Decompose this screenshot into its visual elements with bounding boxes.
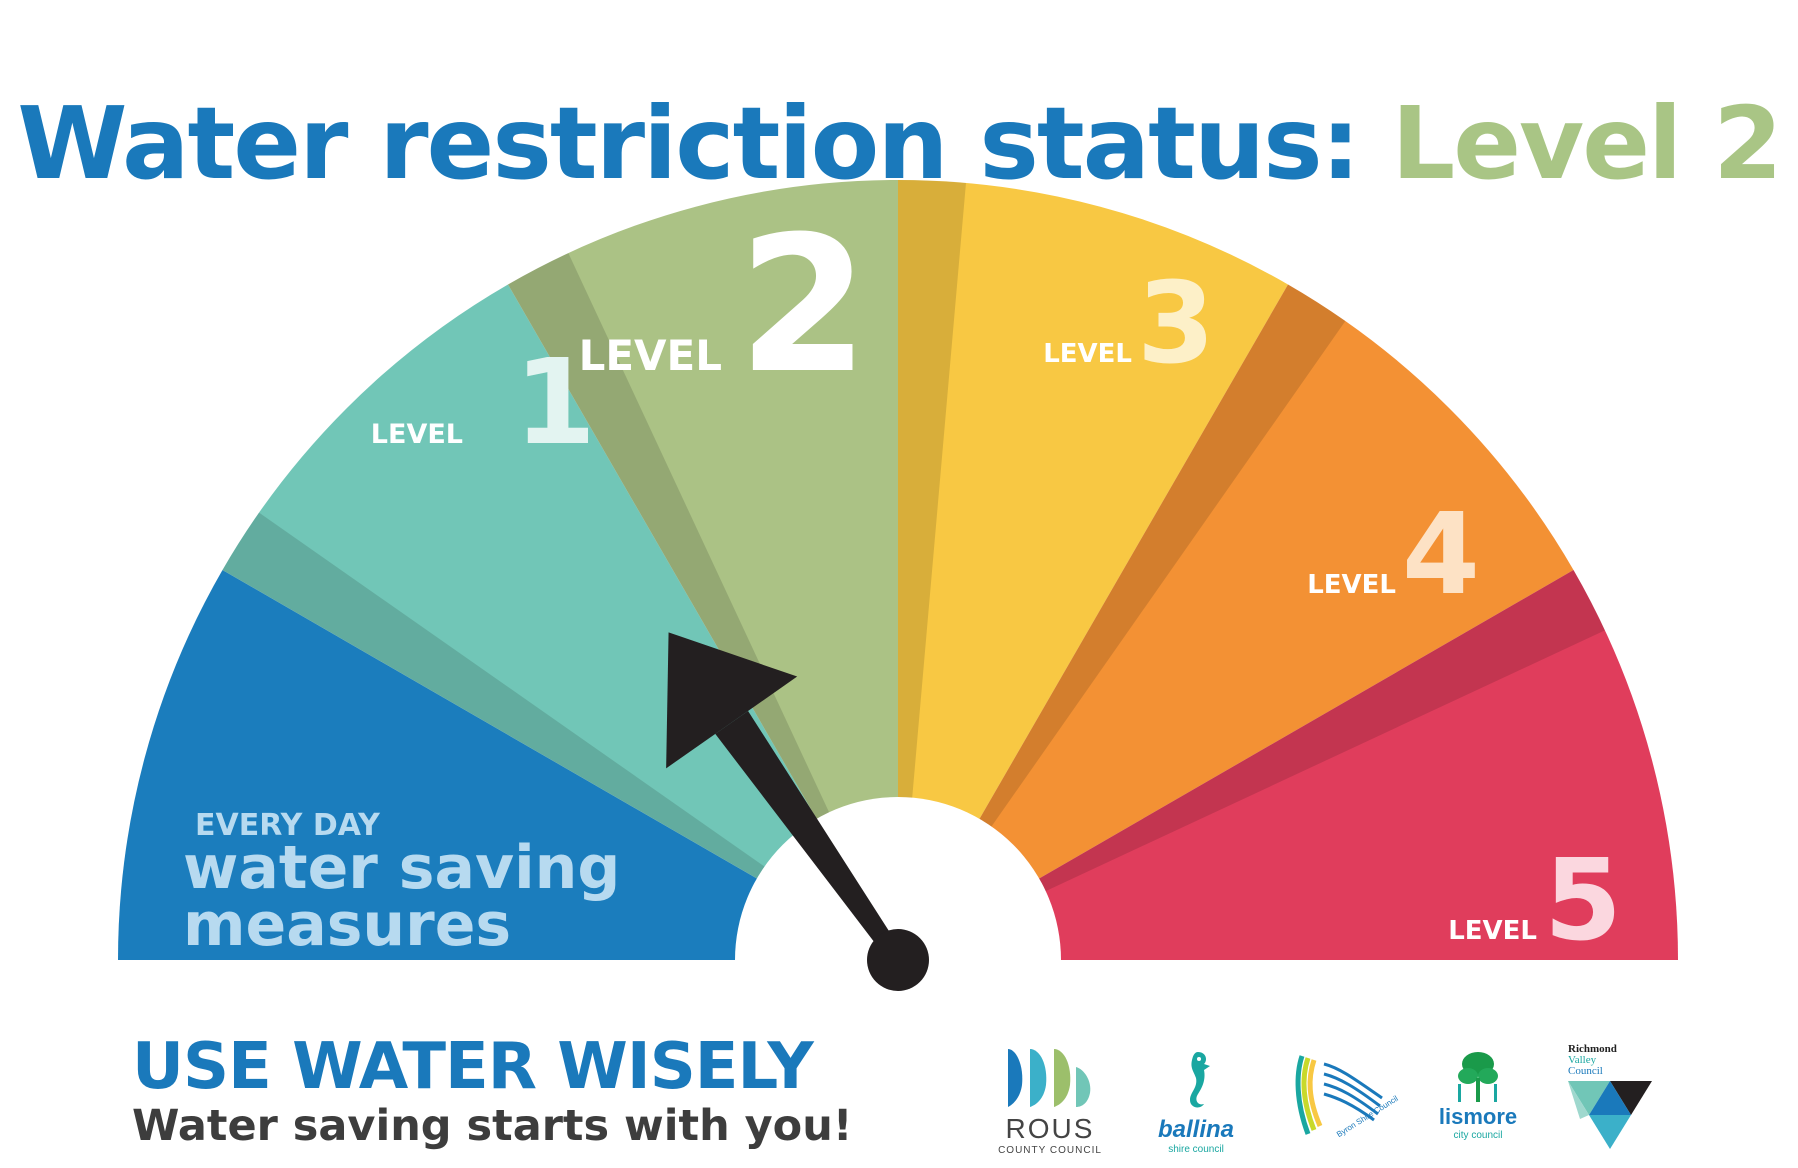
level-5-word: LEVEL [1448, 916, 1537, 946]
everyday-line1: water saving [183, 833, 620, 903]
page-title: Water restriction status: Level 2 [0, 89, 1798, 199]
gauge-segment-everyday [118, 570, 898, 960]
gauge-segment-shadow [222, 512, 898, 960]
logo-lismore: lismore city council [1428, 1050, 1528, 1141]
richmond-line2: Valley [1568, 1054, 1597, 1066]
needle-pivot [867, 929, 929, 991]
byron-waves-icon [1295, 1055, 1383, 1135]
richmond-line3: Council [1568, 1065, 1603, 1077]
richmond-line1: Richmond [1568, 1043, 1617, 1055]
ballina-sub: shire council [1168, 1144, 1224, 1155]
richmond-triangle-icon [1568, 1081, 1652, 1149]
needle-shaft [715, 710, 905, 965]
gauge-segment-level-4 [898, 284, 1574, 960]
logo-rous: ROUS COUNTY COUNCIL [990, 1047, 1110, 1156]
ballina-name: ballina [1157, 1116, 1235, 1143]
tree-icon [1458, 1052, 1498, 1102]
level-1-number: 1 [514, 333, 596, 471]
logo-richmond: Richmond Valley Council [1568, 1044, 1658, 1155]
title-main: Water restriction status: [17, 85, 1360, 202]
gauge-segment-level-3 [898, 180, 1288, 960]
gauge-segments [118, 180, 1678, 960]
level-3-number: 3 [1137, 259, 1215, 389]
gauge-segment-shadow [898, 284, 1346, 960]
level-3-word: LEVEL [1043, 339, 1132, 369]
level-5-number: 5 [1544, 836, 1622, 966]
level-2-word: LEVEL [579, 331, 722, 380]
slogan: USE WATER WISELY [132, 1030, 814, 1104]
gauge-segment-shadow [508, 253, 898, 960]
lismore-name: lismore [1438, 1104, 1518, 1129]
logo-ballina: ballina shire council [1153, 1048, 1239, 1155]
needle [666, 632, 929, 991]
rous-sub: COUNTY COUNCIL [998, 1145, 1102, 1156]
level-1-word: LEVEL [371, 419, 463, 450]
rous-name: ROUS [1005, 1113, 1095, 1144]
level-4-word: LEVEL [1307, 570, 1396, 600]
logo-byron: Byron Shire Council [1292, 1054, 1400, 1144]
tagline: Water saving starts with you! [132, 1101, 853, 1151]
level-2-number: 2 [738, 196, 869, 415]
title-level: Level 2 [1391, 85, 1783, 202]
gauge-segment-level-5 [898, 570, 1678, 960]
lismore-sub: city council [1453, 1130, 1503, 1141]
gauge-segment-level-2 [508, 180, 898, 960]
needle-arrowhead [666, 632, 798, 769]
seahorse-icon [1190, 1052, 1210, 1108]
everyday-kicker: EVERY DAY [195, 808, 381, 843]
gauge-segment-level-1 [222, 284, 898, 960]
gauge-segment-shadow [898, 570, 1605, 960]
gauge-segment-shadow [898, 180, 966, 960]
level-4-number: 4 [1402, 490, 1480, 620]
rous-waves-icon [1008, 1049, 1091, 1107]
everyday-line2: measures [183, 890, 511, 960]
